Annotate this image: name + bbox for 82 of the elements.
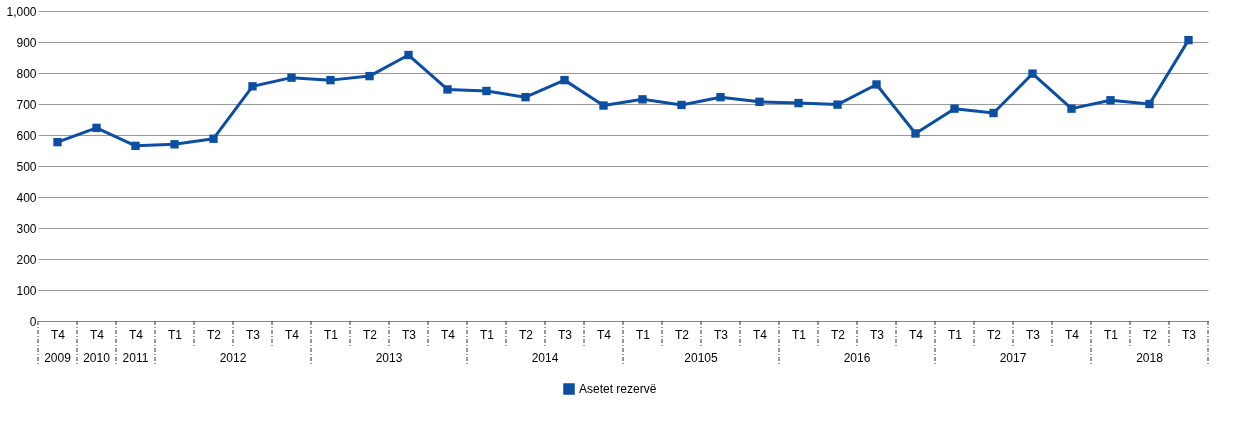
- y-tick-label: 600: [16, 128, 37, 143]
- x-tick-label: T3: [401, 327, 417, 342]
- text: 2012: [219, 351, 247, 365]
- x-tick-label: T3: [713, 327, 729, 342]
- x-tick-label: T2: [206, 327, 222, 342]
- point: [131, 141, 140, 151]
- x-tick-label: T1: [635, 327, 651, 342]
- x-tick-label: T3: [245, 327, 261, 342]
- point: [248, 82, 257, 91]
- point: [482, 86, 491, 96]
- point: [209, 134, 218, 143]
- point: [1145, 99, 1154, 109]
- x-tick-label: T1: [323, 327, 339, 342]
- y-tick-label: 300: [16, 221, 37, 236]
- point: [1106, 96, 1115, 105]
- point: [989, 108, 998, 118]
- x-tick-label: T4: [1064, 327, 1080, 342]
- point: [794, 98, 803, 108]
- x-tick-label: T1: [479, 327, 495, 342]
- point: [950, 104, 959, 113]
- x-tick-label: T4: [752, 327, 768, 342]
- point: [833, 100, 842, 109]
- y-tick-label: 700: [16, 97, 37, 112]
- x-tick-label: T1: [791, 327, 807, 342]
- y-tick-label: 500: [16, 159, 37, 174]
- text: 2014: [531, 351, 559, 365]
- x-tick-label: T2: [674, 327, 690, 342]
- y-tick-label: 0: [29, 314, 37, 329]
- text: 2011: [122, 351, 149, 365]
- x-tick-label: T2: [830, 327, 846, 342]
- y-tick-label: 400: [16, 190, 37, 205]
- x-tick-label: T4: [440, 327, 456, 342]
- y-tick-label: 800: [16, 66, 37, 81]
- point: [1028, 69, 1037, 78]
- point: [1184, 35, 1193, 45]
- text: 2010: [83, 351, 111, 365]
- text: 2018: [1136, 351, 1164, 365]
- point: [716, 93, 725, 102]
- x-tick-label: T4: [596, 327, 612, 342]
- x-tick-label: T1: [947, 327, 963, 342]
- point: [638, 95, 647, 104]
- x-tick-label: T1: [1103, 327, 1119, 342]
- x-tick-label: T2: [518, 327, 534, 342]
- x-tick-label: T4: [284, 327, 300, 342]
- x-tick-label: T3: [869, 327, 885, 342]
- x-tick-label: T4: [89, 327, 105, 342]
- point: [911, 129, 920, 138]
- x-tick-label: T3: [1181, 327, 1197, 342]
- point: [755, 97, 764, 107]
- text: 2017: [999, 351, 1027, 365]
- point: [365, 71, 374, 81]
- text: 2016: [843, 351, 871, 365]
- x-tick-label: T4: [50, 327, 66, 342]
- point: [560, 75, 569, 85]
- point: [287, 73, 296, 82]
- point: [1067, 104, 1076, 113]
- text: 20105: [684, 351, 719, 365]
- x-tick-label: T2: [362, 327, 378, 342]
- y-tick-label: 900: [16, 35, 37, 50]
- x-tick-label: T1: [167, 327, 183, 342]
- x-tick-label: T3: [557, 327, 573, 342]
- x-tick-label: T3: [1025, 327, 1041, 342]
- x-tick-label: T2: [1142, 327, 1158, 342]
- x-tick-label: T4: [128, 327, 144, 342]
- point: [92, 123, 101, 133]
- x-tick-label: T4: [908, 327, 924, 342]
- point: [677, 100, 686, 110]
- point: [404, 50, 413, 60]
- text: 2013: [375, 351, 403, 365]
- point: [521, 93, 530, 102]
- point: [872, 80, 881, 89]
- y-tick-label: 100: [16, 283, 37, 298]
- point: [599, 101, 608, 110]
- y-tick-label: 1,000: [6, 4, 37, 19]
- point: [326, 75, 335, 85]
- point: [53, 137, 62, 147]
- x-tick-label: T2: [986, 327, 1002, 342]
- point: [170, 140, 179, 149]
- text: 2009: [44, 351, 72, 365]
- y-tick-label: 200: [16, 252, 37, 267]
- legend-label: Asetet rezervë: [579, 382, 657, 396]
- point: [443, 85, 452, 94]
